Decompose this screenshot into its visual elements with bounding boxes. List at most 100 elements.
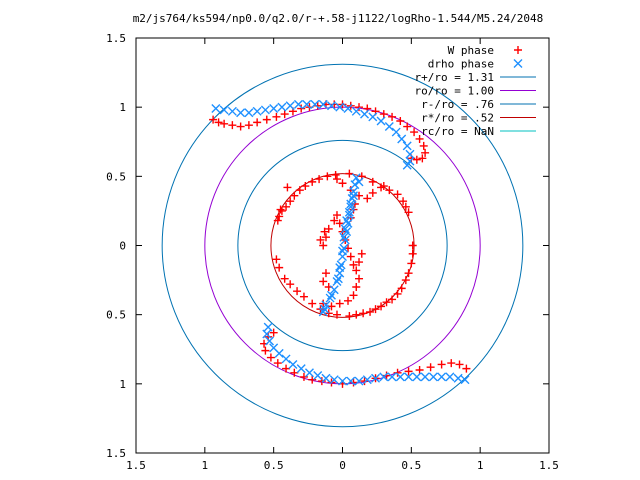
x-tick-label-1: 1 xyxy=(202,459,209,472)
data-point-s0-5 xyxy=(244,121,253,130)
data-point-s0-30 xyxy=(412,155,421,164)
data-point-s0-52 xyxy=(426,363,435,372)
data-point-s1-20 xyxy=(376,116,386,126)
data-point-s1-62 xyxy=(343,218,353,228)
axes: 1.5 1 0.5 0 0.5 1 1.51.510.500.511.5 xyxy=(106,32,559,472)
data-point-s1-71 xyxy=(325,293,335,303)
data-point-s0-95 xyxy=(332,310,341,319)
data-point-s0-66 xyxy=(397,284,406,293)
data-point-s1-37 xyxy=(313,371,323,381)
data-point-s1-7 xyxy=(269,104,279,114)
data-point-s0-45 xyxy=(349,378,358,387)
data-point-s0-98 xyxy=(404,208,413,217)
data-point-s0-110 xyxy=(368,177,377,186)
data-point-s0-71 xyxy=(408,241,417,250)
data-point-s0-125 xyxy=(357,249,366,258)
data-point-s0-108 xyxy=(345,169,354,178)
data-point-s0-54 xyxy=(447,359,456,368)
data-point-s0-6 xyxy=(253,118,262,127)
data-point-s0-35 xyxy=(261,346,270,355)
data-point-s1-59 xyxy=(347,193,357,203)
data-point-s0-49 xyxy=(393,368,402,377)
data-point-s0-80 xyxy=(282,202,291,211)
data-point-s1-51 xyxy=(428,372,438,382)
data-point-s0-48 xyxy=(382,371,391,380)
data-point-s0-107 xyxy=(332,175,341,184)
data-point-s0-24 xyxy=(403,122,412,131)
data-point-s0-121 xyxy=(346,252,355,261)
data-point-s0-65 xyxy=(393,289,402,298)
data-point-s1-15 xyxy=(335,102,345,112)
data-point-s1-64 xyxy=(340,235,350,245)
y-tick-label-5: 1 xyxy=(119,101,126,114)
data-point-s1-83 xyxy=(342,216,352,226)
data-point-s1-47 xyxy=(395,372,405,382)
data-point-s0-126 xyxy=(316,235,325,244)
x-tick-label-2: 0.5 xyxy=(264,459,284,472)
data-point-s1-32 xyxy=(274,348,284,358)
data-point-s0-74 xyxy=(315,175,324,184)
data-point-s1-80 xyxy=(333,274,343,284)
data-point-s1-25 xyxy=(405,149,415,159)
data-point-s0-79 xyxy=(286,197,295,206)
data-point-s0-21 xyxy=(379,110,388,119)
data-point-s1-22 xyxy=(391,127,401,137)
data-point-s1-84 xyxy=(339,232,349,242)
data-point-s0-94 xyxy=(324,309,333,318)
data-point-s0-8 xyxy=(272,112,281,121)
data-point-s1-43 xyxy=(362,375,372,385)
data-point-s0-111 xyxy=(379,182,388,191)
data-point-s1-30 xyxy=(265,336,275,346)
data-point-s1-70 xyxy=(329,285,339,295)
data-point-s0-89 xyxy=(286,280,295,289)
series-w-phase xyxy=(209,100,471,388)
data-point-s1-3 xyxy=(236,108,246,118)
data-point-s0-42 xyxy=(317,377,326,386)
data-point-s1-21 xyxy=(384,122,394,132)
data-point-s0-69 xyxy=(407,259,416,268)
data-point-s1-17 xyxy=(351,106,361,116)
data-point-s0-88 xyxy=(280,274,289,283)
data-point-s0-113 xyxy=(321,233,330,242)
data-point-s0-82 xyxy=(275,212,284,221)
data-point-s1-40 xyxy=(338,376,347,386)
data-point-s0-62 xyxy=(377,302,386,311)
data-point-s0-136 xyxy=(349,291,358,300)
data-point-s0-51 xyxy=(415,366,424,374)
y-tick-label-3: 0 xyxy=(119,240,126,253)
chart-title: m2/js764/ks594/np0.0/q2.0/r-+.58-j1122/l… xyxy=(133,12,544,25)
data-point-s0-7 xyxy=(262,115,271,124)
data-point-s0-58 xyxy=(352,310,361,319)
data-point-s0-70 xyxy=(408,249,417,258)
data-point-s1-18 xyxy=(360,109,370,119)
data-point-s1-12 xyxy=(310,99,320,109)
data-point-s0-22 xyxy=(388,112,397,121)
data-point-s1-26 xyxy=(405,156,415,166)
data-point-s0-99 xyxy=(401,202,410,211)
data-point-s1-6 xyxy=(260,105,270,115)
data-point-s0-55 xyxy=(455,360,464,369)
data-point-s1-49 xyxy=(412,372,422,382)
data-point-s0-106 xyxy=(338,179,347,188)
data-point-s1-69 xyxy=(332,276,342,286)
legend-label-4: r-/ro = .76 xyxy=(421,98,494,111)
x-tick-label-3: 0 xyxy=(339,459,346,472)
data-point-s0-57 xyxy=(345,312,354,321)
data-point-s1-24 xyxy=(402,141,412,151)
data-point-s1-85 xyxy=(335,263,345,273)
data-point-s0-28 xyxy=(421,148,430,157)
data-point-s0-115 xyxy=(330,216,339,225)
data-point-s0-2 xyxy=(220,119,229,128)
data-point-s0-1 xyxy=(214,118,223,127)
data-point-s1-67 xyxy=(336,260,346,270)
legend-label-5: r*/ro = .52 xyxy=(421,112,494,125)
x-tick-label-4: 0.5 xyxy=(401,459,421,472)
circle-0 xyxy=(161,63,524,428)
y-tick-label-0: 1.5 xyxy=(106,447,126,460)
data-point-s1-54 xyxy=(453,373,463,383)
data-point-s0-18 xyxy=(355,103,364,112)
data-point-s1-23 xyxy=(397,134,407,144)
data-point-s0-46 xyxy=(360,377,369,386)
y-tick-label-2: 0.5 xyxy=(106,309,126,322)
